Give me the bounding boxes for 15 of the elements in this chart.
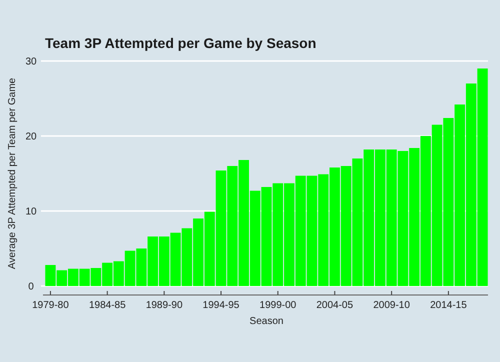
- x-axis-title: Season: [250, 316, 284, 327]
- y-tick-label: 30: [25, 56, 37, 68]
- y-tick-label: 20: [25, 132, 37, 142]
- x-tick-label: 1984-85: [88, 300, 126, 311]
- x-tick-label: 2014-15: [430, 300, 468, 311]
- x-tick-label: 1999-00: [260, 300, 297, 311]
- x-tick-label: 1994-95: [202, 300, 240, 311]
- x-tick-label: 1979-80: [32, 300, 70, 311]
- x-tick-label: 2009-10: [373, 300, 410, 311]
- y-axis-title: Average 3P Attempted per Team per Game: [7, 77, 18, 270]
- y-tick-label: 0: [28, 282, 34, 292]
- y-tick-label: 10: [25, 206, 37, 218]
- x-tick-label: 2004-05: [316, 300, 354, 311]
- x-tick-label: 1989-90: [146, 300, 183, 311]
- chart-title: Team 3P Attempted per Game by Season: [45, 35, 316, 51]
